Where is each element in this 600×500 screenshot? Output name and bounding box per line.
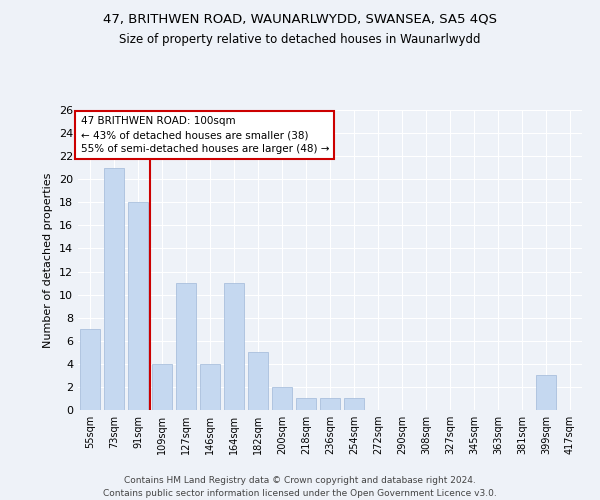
Bar	[200, 364, 220, 410]
Bar	[272, 387, 292, 410]
Bar	[80, 329, 100, 410]
Bar	[320, 398, 340, 410]
Bar	[344, 398, 364, 410]
Bar	[536, 376, 556, 410]
Bar	[224, 283, 244, 410]
Text: 47, BRITHWEN ROAD, WAUNARLWYDD, SWANSEA, SA5 4QS: 47, BRITHWEN ROAD, WAUNARLWYDD, SWANSEA,…	[103, 12, 497, 26]
Bar	[104, 168, 124, 410]
Text: 47 BRITHWEN ROAD: 100sqm
← 43% of detached houses are smaller (38)
55% of semi-d: 47 BRITHWEN ROAD: 100sqm ← 43% of detach…	[80, 116, 329, 154]
Text: Contains HM Land Registry data © Crown copyright and database right 2024.: Contains HM Land Registry data © Crown c…	[124, 476, 476, 485]
Bar	[152, 364, 172, 410]
Bar	[128, 202, 148, 410]
Y-axis label: Number of detached properties: Number of detached properties	[43, 172, 53, 348]
Text: Contains public sector information licensed under the Open Government Licence v3: Contains public sector information licen…	[103, 489, 497, 498]
Text: Size of property relative to detached houses in Waunarlwydd: Size of property relative to detached ho…	[119, 32, 481, 46]
Bar	[176, 283, 196, 410]
Bar	[248, 352, 268, 410]
Bar	[296, 398, 316, 410]
